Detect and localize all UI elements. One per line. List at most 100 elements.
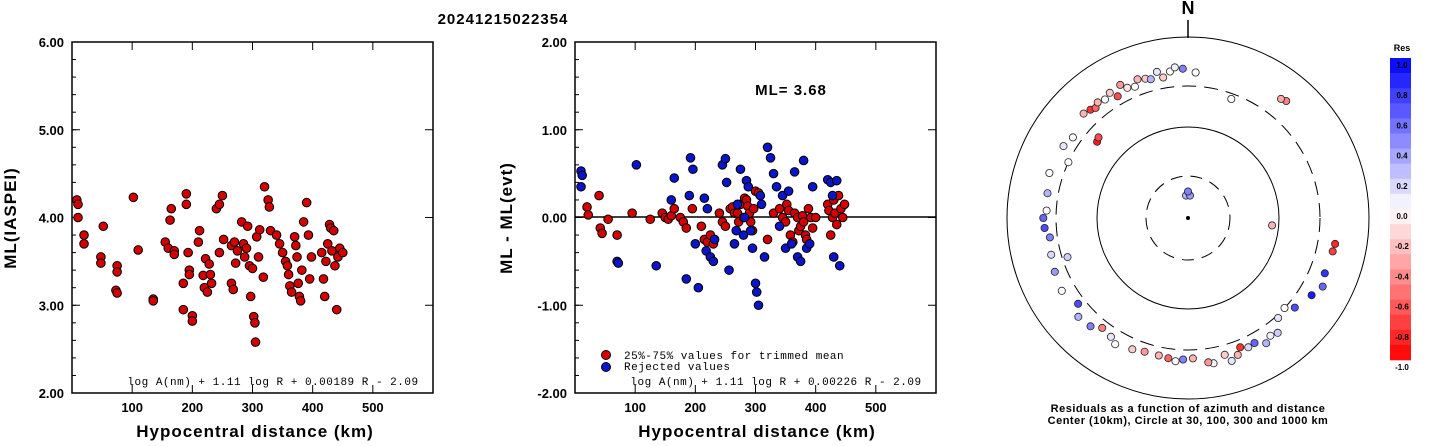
polar-point — [1064, 158, 1073, 167]
data-point — [291, 240, 301, 251]
colorbar-tick-label: -1.0 — [1395, 363, 1409, 372]
polar-point — [1106, 332, 1115, 341]
data-point — [684, 190, 695, 201]
plot-ml-residual: 100 200 300 400 500 -2.00 -1.00 0.00 1.00 2.00 ML… — [497, 35, 937, 441]
data-point — [696, 221, 707, 232]
polar-point — [1290, 303, 1299, 312]
data-point — [184, 269, 195, 280]
data-point — [810, 212, 821, 223]
polar-point — [1101, 95, 1110, 104]
epicenter-marker — [1186, 216, 1190, 220]
colorbar-block — [1390, 284, 1411, 300]
data-point — [577, 170, 588, 181]
legend-label-trimmed: 25%-75% values for trimmed mean — [624, 351, 844, 363]
polar-point — [1204, 358, 1213, 367]
colorbar-block — [1390, 224, 1411, 240]
colorbar-block — [1390, 88, 1411, 104]
polar-point — [1039, 213, 1048, 222]
x-tick-label: 400 — [302, 400, 324, 415]
colorbar-block — [1390, 314, 1411, 331]
colorbar-block — [1390, 299, 1411, 315]
data-point — [783, 186, 794, 196]
data-point — [743, 181, 754, 192]
data-point — [748, 203, 759, 214]
data-point — [292, 252, 302, 262]
data-point — [321, 256, 331, 267]
polar-point — [1079, 109, 1088, 118]
polar-point — [1184, 187, 1193, 196]
ring-30km — [1145, 175, 1231, 261]
data-point — [756, 199, 767, 210]
data-point — [178, 304, 189, 315]
colorbar-block — [1390, 209, 1411, 225]
colorbar-tick-label: -0.6 — [1395, 303, 1409, 312]
y-tick-label: 4.00 — [39, 211, 64, 226]
colorbar-tick-label: 1.0 — [1396, 61, 1408, 70]
polar-point — [1277, 94, 1286, 103]
colorbar-block — [1390, 103, 1411, 119]
ring-300km — [1055, 85, 1321, 351]
data-point — [828, 252, 839, 262]
colorbar-tick-label: 0.6 — [1396, 121, 1408, 130]
data-point — [271, 230, 282, 240]
polar-point — [1320, 269, 1329, 278]
data-point — [582, 202, 592, 212]
polar-point — [1086, 322, 1095, 331]
polar-point — [1047, 250, 1056, 259]
data-point — [771, 181, 782, 192]
data-point — [807, 181, 818, 192]
polar-point — [1171, 357, 1180, 366]
polar-point — [1098, 323, 1107, 332]
y-tick-label: 1.00 — [542, 123, 567, 138]
data-point — [112, 288, 122, 298]
data-point — [690, 239, 701, 249]
data-point — [181, 189, 192, 199]
data-point — [306, 252, 317, 262]
colorbar-block — [1390, 133, 1411, 149]
colorbar-tick-label: 0.0 — [1396, 212, 1408, 221]
data-point — [193, 237, 204, 247]
colorbar-block — [1390, 239, 1411, 255]
data-point — [720, 221, 731, 232]
data-point — [250, 318, 260, 328]
polar-point — [1059, 142, 1068, 151]
data-point — [798, 155, 809, 166]
polar-point — [1057, 286, 1066, 295]
data-point — [166, 203, 177, 214]
data-point — [747, 243, 758, 254]
polar-point — [1266, 331, 1275, 340]
plot2-y-axis-label: ML - ML(evt) — [497, 162, 516, 274]
polar-point — [1152, 67, 1161, 76]
plot2-axis-ticks: 100 200 300 400 500 -2.00 -1.00 0.00 1.00 2.00 — [537, 35, 936, 415]
data-point — [217, 190, 228, 201]
polar-point — [1307, 291, 1316, 300]
colorbar-tick-label: -0.4 — [1395, 272, 1409, 281]
plot1-y-axis-label: ML(IASPEI) — [1, 167, 20, 269]
data-point — [613, 258, 624, 268]
colorbar-tick-label: 0.8 — [1396, 91, 1408, 100]
data-point — [301, 197, 312, 208]
data-point — [681, 223, 692, 233]
plot-ml-iaspei: 100 200 300 400 500 2.00 3.00 4.00 5.00 6.00 ML(I… — [1, 35, 434, 441]
polar-residual-plot: N Residuals as a function of azimuth and… — [1006, 0, 1370, 427]
data-point — [576, 181, 586, 192]
plot2-points — [576, 142, 850, 311]
data-point — [239, 252, 250, 262]
data-point — [702, 203, 713, 214]
colorbar-title: Res — [1394, 43, 1411, 53]
data-point — [699, 193, 710, 203]
data-point — [807, 223, 818, 233]
data-point — [293, 278, 304, 289]
polar-point — [1040, 223, 1049, 232]
colorbar-block — [1390, 58, 1411, 74]
data-point — [297, 265, 307, 275]
x-tick-label: 200 — [684, 400, 706, 415]
data-point — [750, 278, 761, 289]
polar-point — [1227, 95, 1236, 104]
data-point — [738, 230, 749, 240]
data-point — [259, 181, 270, 192]
polar-point — [1074, 299, 1083, 308]
polar-point — [1233, 350, 1242, 359]
legend-marker-rejected — [601, 362, 611, 372]
data-point — [762, 234, 773, 245]
